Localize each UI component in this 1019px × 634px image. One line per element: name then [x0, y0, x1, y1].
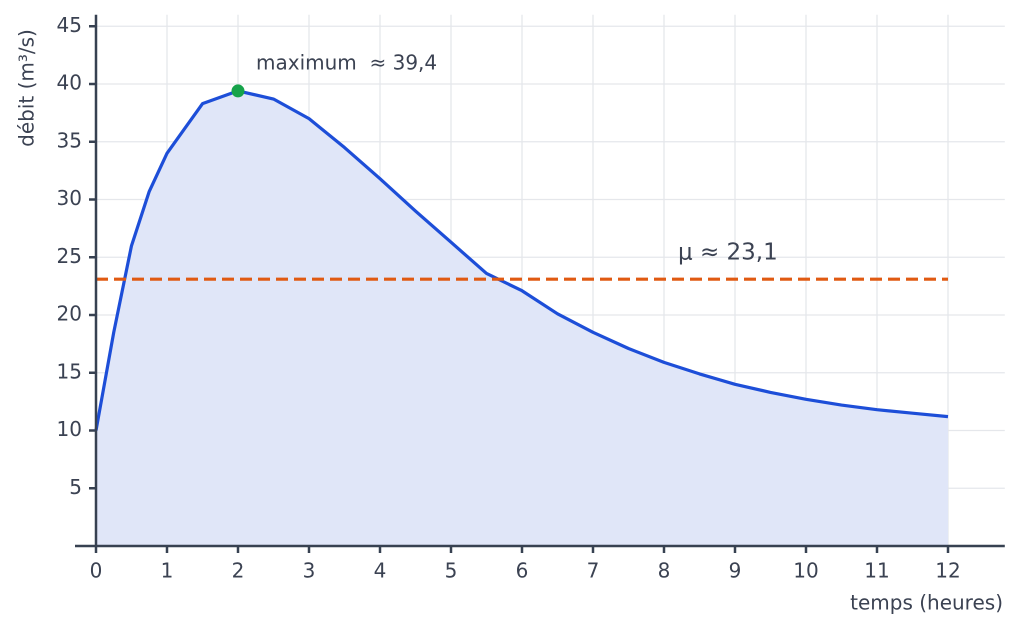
x-tick-label: 8	[658, 559, 671, 583]
y-tick-label: 15	[57, 359, 82, 383]
y-tick-label: 30	[57, 186, 82, 210]
peak-point	[231, 84, 245, 98]
x-tick-label: 12	[935, 559, 960, 583]
x-axis-label: temps (heures)	[850, 591, 1003, 615]
area	[96, 90, 948, 547]
y-tick-label: 40	[57, 71, 82, 95]
x-tick-label: 2	[232, 559, 245, 583]
line	[94, 89, 949, 431]
y-tick-label: 10	[57, 417, 82, 441]
x-tick-label: 0	[90, 559, 103, 583]
x-tick-label: 1	[161, 559, 174, 583]
y-axis-label: débit (m³/s)	[15, 29, 39, 147]
x-tick-label: 4	[374, 559, 387, 583]
x-tick-label: 11	[864, 559, 889, 583]
x-tick-label: 5	[445, 559, 458, 583]
x-tick-label: 3	[303, 559, 316, 583]
x-tick-label: 7	[587, 559, 600, 583]
x-tick-label: 10	[793, 559, 818, 583]
peak-label: maximum ≈ 39,4	[256, 50, 437, 74]
x-tick-label: 9	[729, 559, 742, 583]
mean-label: μ ≈ 23,1	[678, 240, 778, 266]
y-tick-label: 5	[69, 475, 82, 499]
y-tick-label: 20	[57, 302, 82, 326]
y-tick-label: 35	[57, 128, 82, 152]
y-tick-label: 45	[57, 13, 82, 37]
x-tick-label: 6	[516, 559, 529, 583]
y-tick-label: 25	[57, 244, 82, 268]
